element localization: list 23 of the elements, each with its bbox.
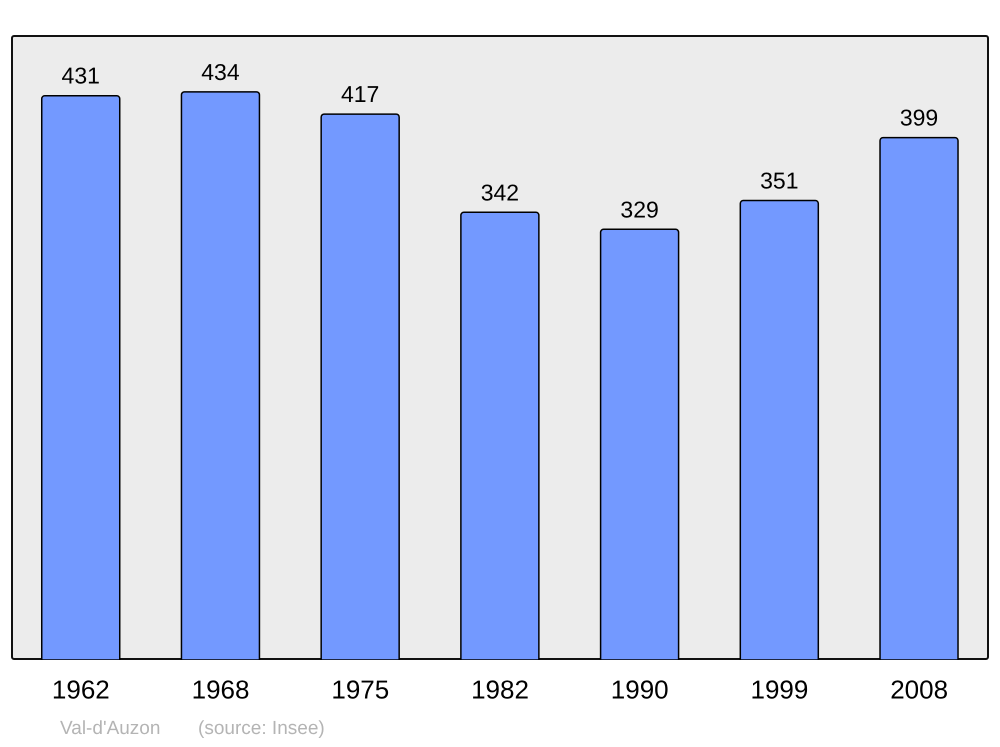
- data-label: 329: [620, 196, 659, 222]
- x-tick-label: 1999: [750, 674, 808, 704]
- x-tick-label: 1975: [331, 674, 390, 704]
- bar: [320, 113, 400, 660]
- x-tick-label: 1962: [52, 674, 110, 704]
- data-label: 399: [900, 104, 938, 131]
- bar: [40, 94, 120, 660]
- bar: [460, 212, 540, 660]
- bar: [600, 228, 680, 660]
- text: (source: Insee): [198, 718, 325, 740]
- x-tick-label: 1982: [471, 674, 529, 704]
- bar: [879, 136, 959, 660]
- data-label: 342: [480, 179, 520, 206]
- x-tick-label: 1968: [192, 674, 250, 704]
- data-label: 417: [340, 81, 380, 108]
- x-tick-label: 1990: [610, 674, 669, 704]
- data-label: 351: [760, 167, 798, 194]
- data-label: 434: [201, 58, 240, 85]
- x-tick-label: 2008: [890, 674, 948, 704]
- bar: [180, 91, 260, 660]
- text: Val-d'Auzon: [60, 718, 160, 740]
- bar: [740, 200, 820, 660]
- data-label: 431: [62, 62, 100, 89]
